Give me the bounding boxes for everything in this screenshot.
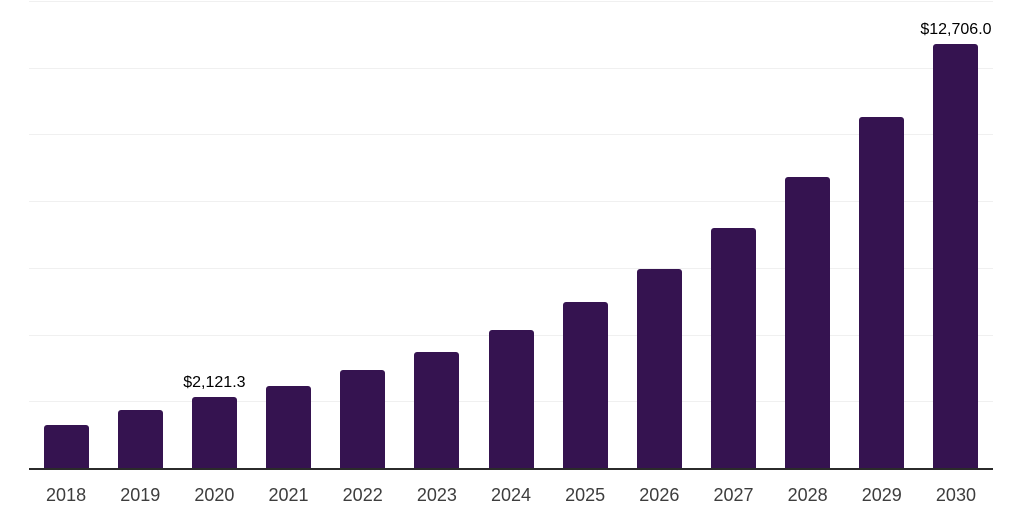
- bar-column-2025: [548, 1, 622, 468]
- bar-column-2029: [845, 1, 919, 468]
- x-axis-label-2029: 2029: [861, 485, 902, 505]
- bar-2025: [562, 302, 608, 468]
- bar-column-2020: $2,121.3: [177, 1, 251, 468]
- plot-area: $2,121.3 $12,706.0: [29, 1, 993, 470]
- bar-column-2019: [103, 1, 177, 468]
- bar-2018: [43, 425, 89, 468]
- bar-column-2027: [696, 1, 770, 468]
- x-axis-label-2025: 2025: [565, 485, 606, 505]
- bar-2026: [636, 268, 682, 468]
- data-label-2030: $12,706.0: [920, 21, 992, 39]
- x-axis: 2018 2019 2020 2021 2022 2023 2024 2025 2026 2027…: [29, 470, 993, 506]
- bar-2020: $2,121.3: [183, 374, 246, 468]
- x-axis-label-2021: 2021: [268, 485, 309, 505]
- gridline-6000: [29, 267, 993, 269]
- data-label-2020: $2,121.3: [183, 374, 246, 392]
- bar-2021: [266, 386, 312, 468]
- x-axis-label-2020: 2020: [194, 485, 235, 505]
- bar-column-2018: [29, 1, 103, 468]
- x-axis-label-2018: 2018: [46, 485, 87, 505]
- bar-column-2030: $12,706.0: [919, 1, 993, 468]
- x-axis-label-2022: 2022: [342, 485, 383, 505]
- x-axis-label-2024: 2024: [490, 485, 532, 505]
- bar-columns: $2,121.3 $12,706.0: [29, 1, 993, 468]
- bar-2029: [859, 117, 905, 468]
- bar-column-2026: [622, 1, 696, 468]
- gridline-12000: [29, 67, 993, 69]
- bar-column-2028: [771, 1, 845, 468]
- bar-column-2024: [474, 1, 548, 468]
- x-axis-label-2030: 2030: [935, 485, 976, 505]
- x-axis-label-2028: 2028: [787, 485, 828, 505]
- bar-2023: [414, 352, 460, 468]
- gridline-8000: [29, 201, 993, 203]
- gridline-14000: [29, 1, 993, 2]
- bar-2024: [488, 329, 534, 468]
- bar-2028: [785, 177, 831, 468]
- gridline-10000: [29, 134, 993, 136]
- x-axis-label-2023: 2023: [416, 485, 457, 505]
- bar-2030: $12,706.0: [920, 21, 992, 468]
- bar-2019: [117, 410, 163, 468]
- bar-column-2022: [326, 1, 400, 468]
- x-axis-label-2027: 2027: [713, 485, 754, 505]
- x-axis-label-2026: 2026: [639, 485, 680, 505]
- bar-2027: [710, 227, 756, 468]
- bar-2022: [340, 370, 386, 468]
- bar-column-2021: [251, 1, 325, 468]
- bar-column-2023: [400, 1, 474, 468]
- x-axis-label-2019: 2019: [120, 485, 161, 505]
